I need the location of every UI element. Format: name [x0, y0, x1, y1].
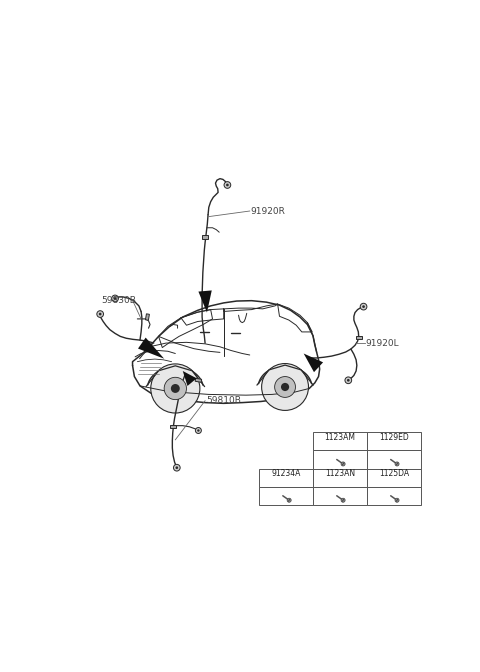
Circle shape — [287, 498, 291, 502]
Text: 59810B: 59810B — [206, 396, 241, 405]
Text: 91920L: 91920L — [366, 339, 399, 347]
Circle shape — [275, 376, 296, 397]
Bar — [367, 468, 421, 487]
Circle shape — [395, 462, 399, 466]
Polygon shape — [145, 314, 149, 321]
Bar — [259, 468, 313, 487]
Circle shape — [226, 183, 229, 186]
Polygon shape — [356, 336, 362, 339]
Bar — [313, 468, 367, 487]
Bar — [259, 487, 313, 505]
Polygon shape — [304, 353, 323, 372]
Circle shape — [362, 305, 365, 308]
Bar — [313, 487, 367, 505]
Circle shape — [360, 303, 367, 310]
Polygon shape — [195, 378, 202, 382]
Circle shape — [347, 379, 349, 382]
Circle shape — [99, 312, 101, 315]
Circle shape — [164, 377, 186, 400]
Circle shape — [195, 427, 202, 433]
Circle shape — [395, 498, 399, 502]
Polygon shape — [202, 235, 208, 239]
Circle shape — [262, 364, 309, 411]
Bar — [367, 450, 421, 468]
Text: 91920R: 91920R — [251, 206, 286, 216]
Text: 1125DA: 1125DA — [379, 469, 409, 478]
Circle shape — [281, 383, 289, 391]
Circle shape — [97, 310, 104, 317]
Circle shape — [341, 462, 345, 466]
Circle shape — [341, 498, 345, 502]
Bar — [313, 450, 367, 468]
Circle shape — [197, 429, 200, 431]
Bar — [367, 487, 421, 505]
Circle shape — [112, 295, 119, 302]
Bar — [367, 432, 421, 450]
Text: 1123AN: 1123AN — [325, 469, 355, 478]
Polygon shape — [183, 371, 197, 386]
Bar — [313, 432, 367, 450]
Text: 91234A: 91234A — [271, 469, 300, 478]
Text: 1129ED: 1129ED — [379, 433, 409, 442]
Circle shape — [114, 297, 116, 300]
Circle shape — [345, 377, 352, 384]
Polygon shape — [138, 337, 164, 359]
Circle shape — [151, 364, 200, 413]
Circle shape — [171, 384, 180, 393]
Polygon shape — [170, 425, 176, 428]
Polygon shape — [198, 290, 212, 312]
Circle shape — [224, 181, 231, 188]
Text: 59830B: 59830B — [102, 296, 136, 305]
Circle shape — [176, 466, 178, 469]
Text: 1123AM: 1123AM — [324, 433, 355, 442]
Circle shape — [173, 464, 180, 471]
